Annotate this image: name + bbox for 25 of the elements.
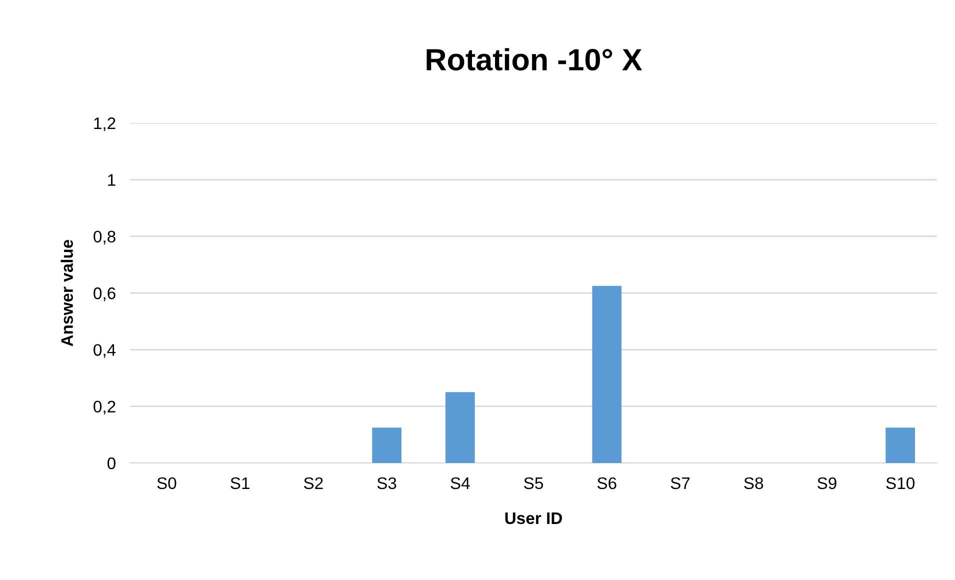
y-tick-label: 0,4 [94, 344, 116, 358]
chart-title: Rotation -10° X [426, 48, 642, 71]
y-tick-label: 0,8 [94, 230, 116, 245]
bar [886, 428, 915, 463]
x-tick-label: S4 [450, 477, 470, 490]
y-tick-label: 0,6 [94, 287, 116, 302]
x-axis-title: User ID [505, 512, 562, 524]
y-tick-label: 1 [108, 174, 116, 186]
x-tick-label: S6 [597, 477, 616, 490]
x-tick-label: S3 [377, 477, 396, 490]
x-tick-label: S2 [304, 477, 323, 490]
y-tick-label: 1,2 [94, 117, 116, 132]
bar [445, 392, 475, 463]
x-tick-label: S9 [818, 477, 836, 490]
x-tick-label: S5 [524, 477, 543, 490]
y-tick-label: 0 [107, 457, 116, 470]
bar [372, 428, 402, 463]
x-tick-label: S8 [744, 477, 764, 490]
bar [592, 286, 622, 463]
x-tick-label: S0 [157, 477, 176, 490]
x-tick-label: S10 [886, 477, 914, 490]
x-tick-label: S1 [230, 477, 250, 490]
x-tick-label: S7 [670, 477, 690, 490]
y-tick-label: 0,2 [94, 400, 116, 415]
y-axis-title: Answer value [60, 240, 73, 346]
